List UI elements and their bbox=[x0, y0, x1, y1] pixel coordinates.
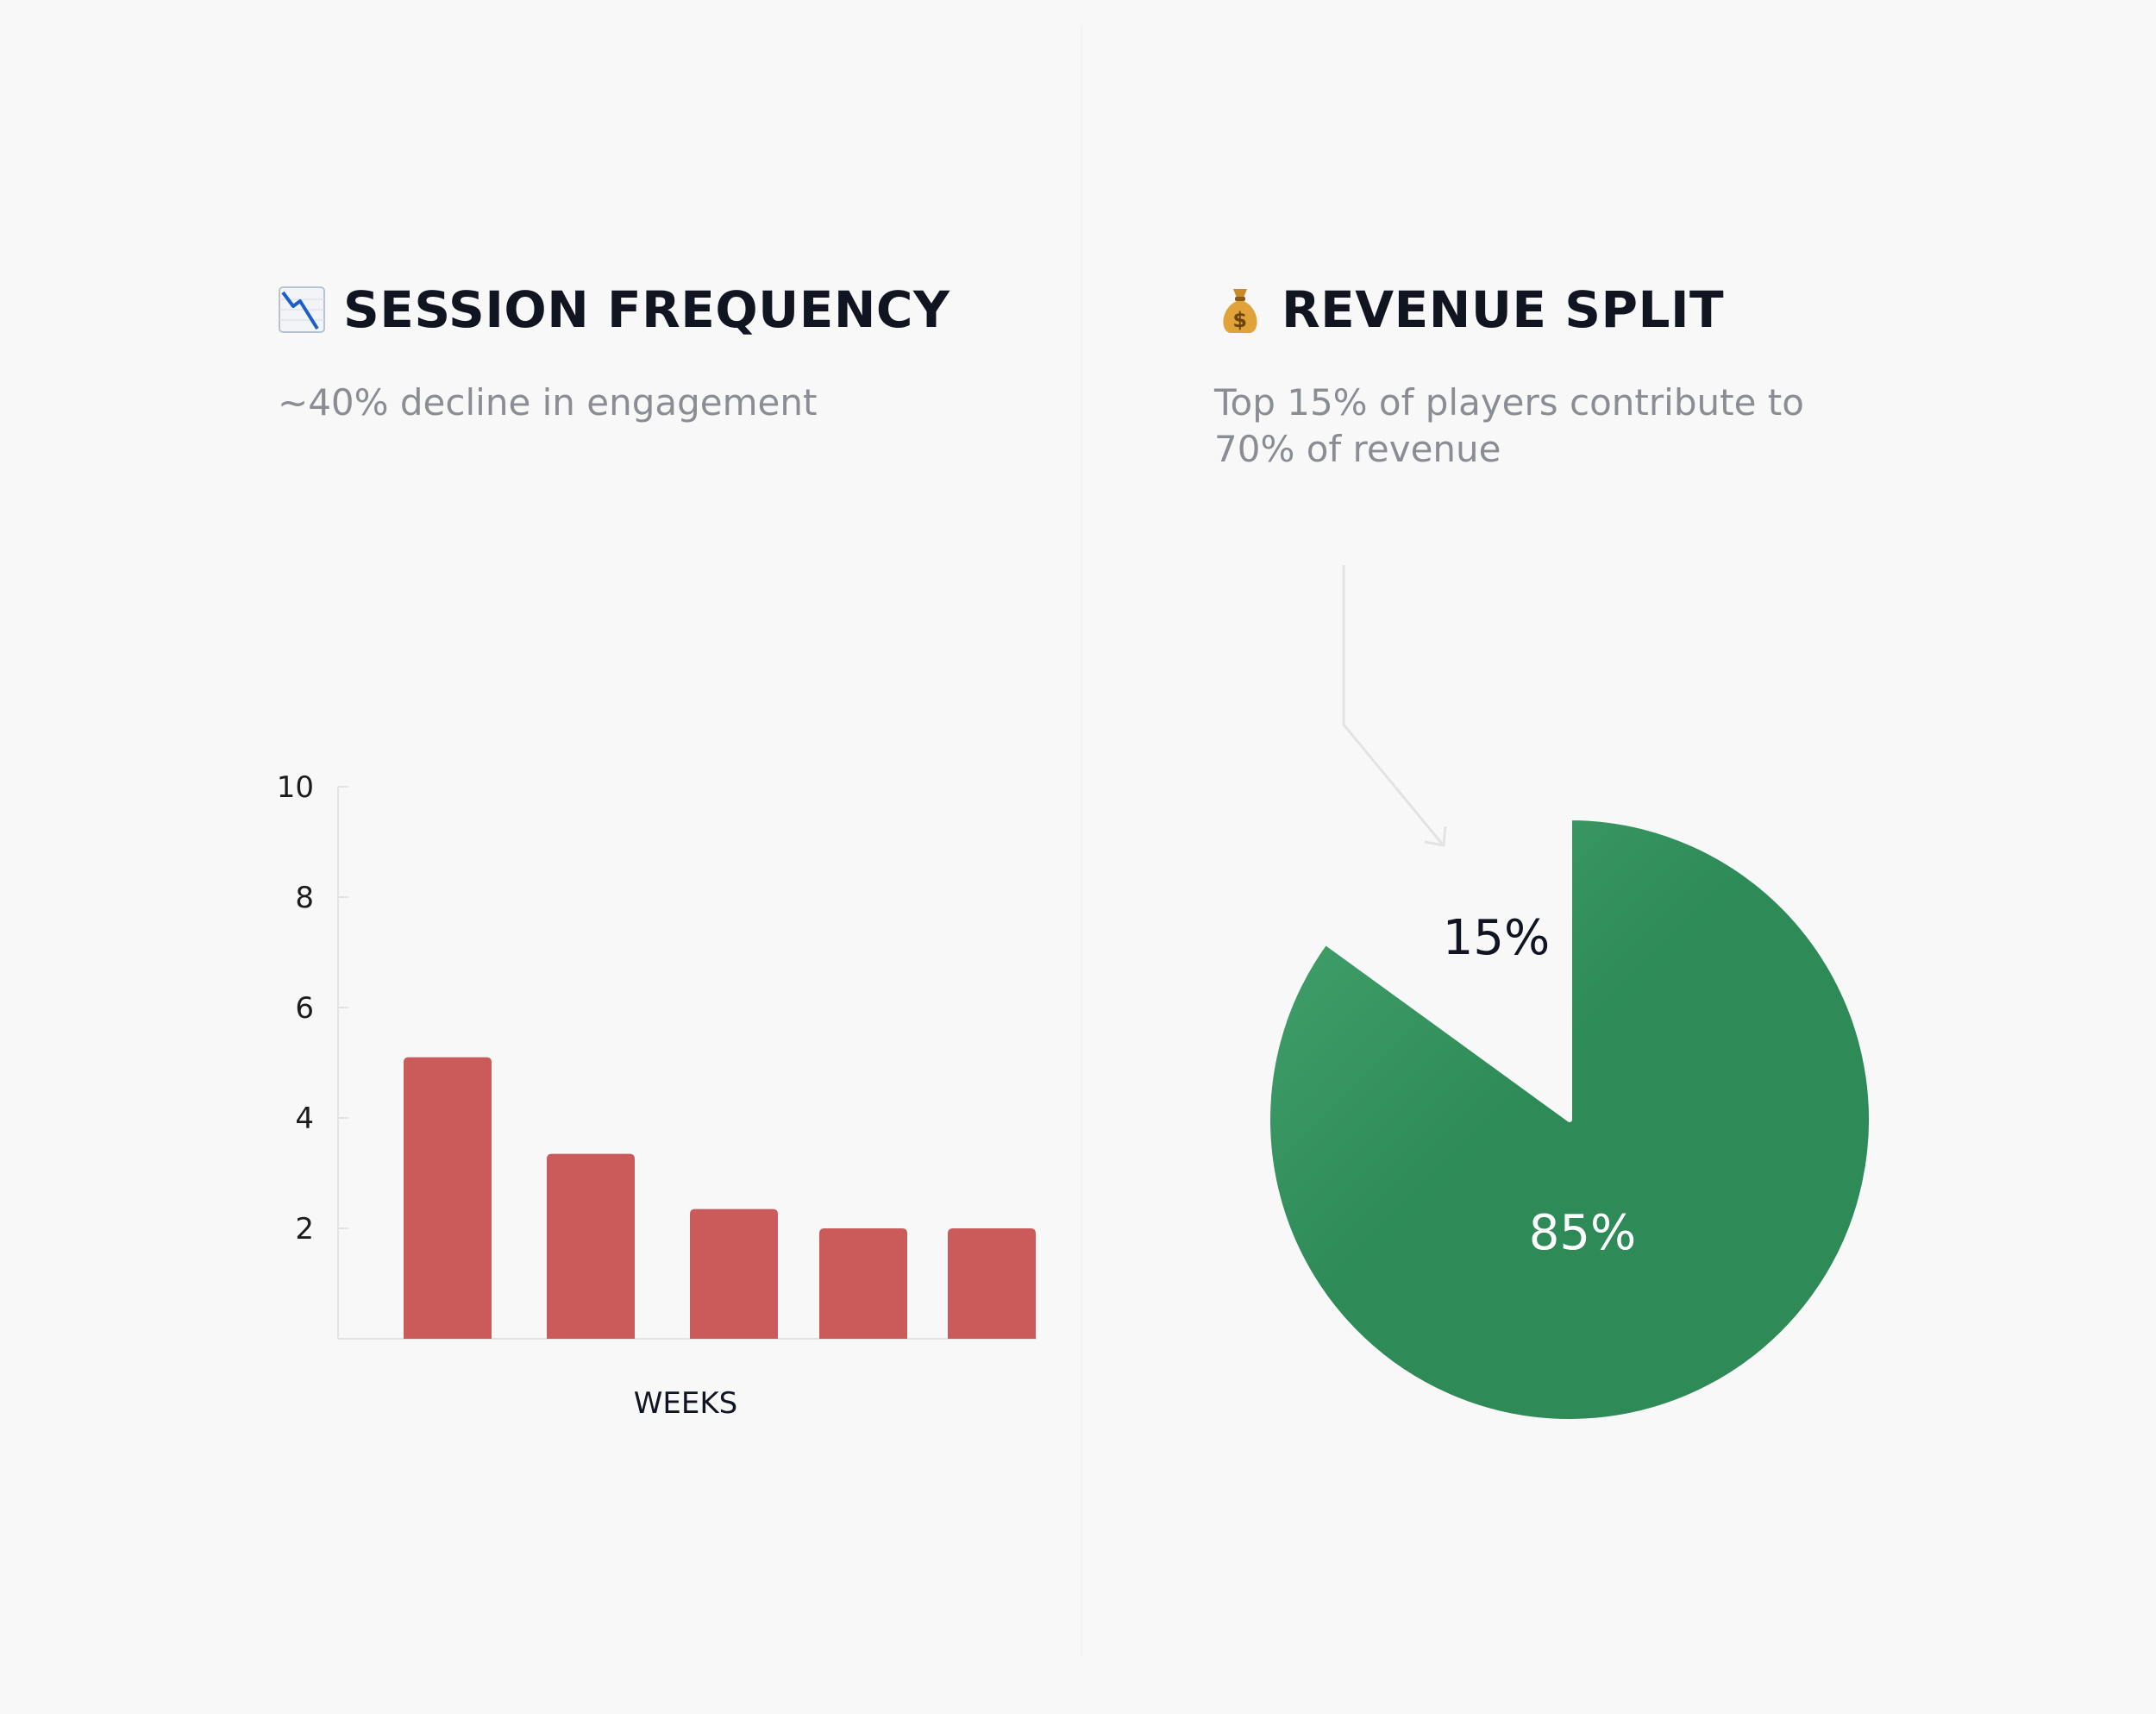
revenue-split-subtitle: Top 15% of players contribute to 70% of … bbox=[1214, 381, 1804, 470]
revenue-split-title-text: REVENUE SPLIT bbox=[1282, 280, 1725, 339]
panel-divider bbox=[1081, 26, 1082, 1656]
bar-week-5 bbox=[948, 1228, 1036, 1339]
session-frequency-bar-chart: 2 4 6 8 10 WEEKS bbox=[277, 770, 1037, 1421]
revenue-split-title: $ REVENUE SPLIT bbox=[1216, 280, 1724, 339]
callout-arrow bbox=[1342, 565, 1444, 844]
pie-slice-85 bbox=[1265, 815, 1874, 1424]
y-tick-label: 4 bbox=[295, 1102, 314, 1136]
pie-label-15: 15% bbox=[1443, 910, 1550, 966]
revenue-split-pie-chart: 15% 85% bbox=[1265, 565, 1874, 1424]
session-frequency-title: SESSION FREQUENCY bbox=[278, 280, 950, 339]
chart-decreasing-icon bbox=[279, 286, 325, 333]
bar-week-3 bbox=[690, 1209, 778, 1339]
y-tick-label: 8 bbox=[295, 881, 314, 915]
svg-text:$: $ bbox=[1232, 308, 1247, 332]
x-axis-title: WEEKS bbox=[634, 1386, 737, 1421]
money-bag-icon: $ bbox=[1223, 289, 1257, 333]
bar-week-4 bbox=[819, 1228, 907, 1339]
pie-label-85: 85% bbox=[1529, 1205, 1636, 1261]
session-frequency-title-text: SESSION FREQUENCY bbox=[343, 280, 950, 339]
bar-week-1 bbox=[404, 1057, 492, 1339]
y-tick-label: 6 bbox=[295, 991, 314, 1026]
callout-arrowhead bbox=[1424, 826, 1447, 847]
y-tick-label: 10 bbox=[277, 770, 314, 805]
y-tick-label: 2 bbox=[295, 1212, 314, 1246]
session-frequency-subtitle: ~40% decline in engagement bbox=[278, 381, 818, 424]
bar-week-2 bbox=[547, 1153, 635, 1339]
